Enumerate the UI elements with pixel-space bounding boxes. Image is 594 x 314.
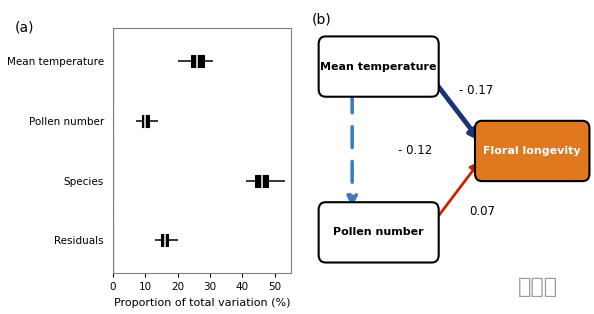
X-axis label: Proportion of total variation (%): Proportion of total variation (%) — [113, 298, 290, 308]
FancyBboxPatch shape — [255, 175, 268, 187]
FancyBboxPatch shape — [475, 121, 589, 181]
FancyBboxPatch shape — [142, 115, 148, 127]
FancyBboxPatch shape — [162, 234, 168, 246]
Text: 0.07: 0.07 — [469, 205, 495, 218]
Text: Pollen number: Pollen number — [333, 227, 424, 237]
Text: (a): (a) — [15, 21, 34, 35]
Text: Floral longevity: Floral longevity — [484, 146, 581, 156]
Text: 艾帮主: 艾帮主 — [518, 277, 558, 297]
FancyBboxPatch shape — [318, 36, 439, 97]
Text: Mean temperature: Mean temperature — [320, 62, 437, 72]
Text: - 0.12: - 0.12 — [398, 144, 432, 158]
FancyBboxPatch shape — [318, 202, 439, 263]
Text: - 0.17: - 0.17 — [459, 84, 494, 97]
Text: (b): (b) — [312, 12, 331, 26]
FancyBboxPatch shape — [191, 55, 204, 67]
